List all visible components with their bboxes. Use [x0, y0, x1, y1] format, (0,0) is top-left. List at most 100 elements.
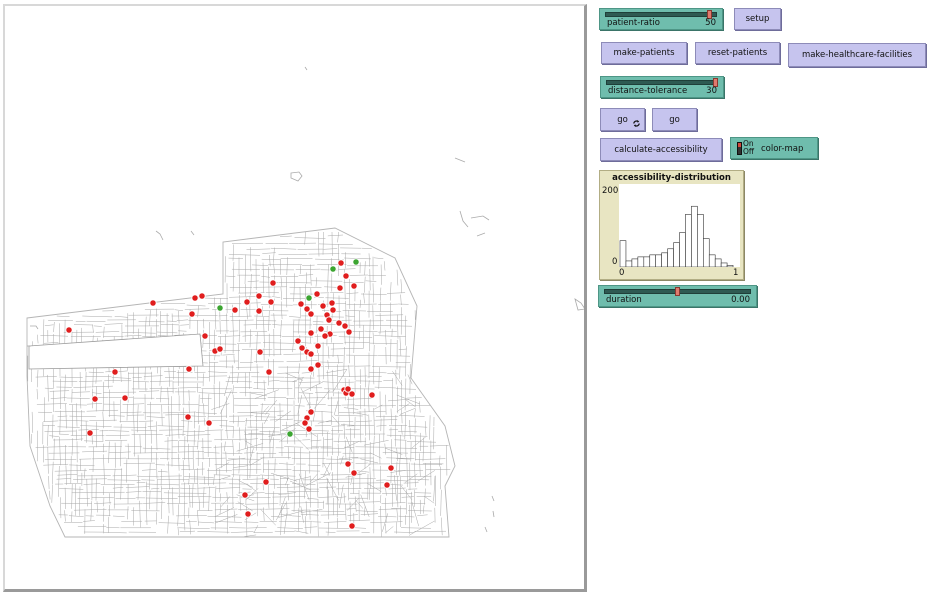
patient-agent	[231, 306, 239, 314]
switch-toggle[interactable]	[737, 142, 742, 155]
color-map-switch[interactable]: On Off color-map	[730, 137, 818, 159]
patient-agent	[344, 460, 352, 468]
patient-agent	[267, 298, 275, 306]
patient-agent	[111, 368, 119, 376]
patient-agent	[307, 329, 315, 337]
slider-thumb[interactable]	[706, 10, 712, 19]
slider-value: 50	[705, 18, 716, 28]
patient-agent	[314, 361, 322, 369]
make-healthcare-facilities-button[interactable]: make-healthcare-facilities	[788, 43, 926, 67]
patient-agent	[345, 328, 353, 336]
histogram-bar	[697, 214, 704, 267]
setup-button[interactable]: setup	[734, 8, 781, 30]
histogram-bar	[673, 242, 680, 267]
patient-agent	[256, 348, 264, 356]
slider-label: distance-tolerance	[608, 86, 688, 96]
histogram-bar	[714, 258, 722, 267]
patient-agent	[262, 478, 270, 486]
slider-label: patient-ratio	[607, 18, 660, 28]
healthcare-facility-agent	[216, 304, 224, 312]
slider-value: 30	[706, 86, 717, 96]
slider-thumb[interactable]	[713, 78, 719, 87]
patient-agent	[303, 305, 311, 313]
histogram-bar	[708, 254, 716, 267]
patient-agent	[335, 319, 343, 327]
agents-layer	[65, 258, 395, 530]
patient-agent	[294, 337, 302, 345]
histogram-bar	[625, 260, 633, 267]
slider-track[interactable]	[606, 80, 718, 85]
patient-agent	[307, 408, 315, 416]
distance-tolerance-slider[interactable]: distance-tolerance 30	[600, 76, 724, 98]
make-healthcare-facilities-label: make-healthcare-facilities	[801, 50, 913, 60]
patient-agent	[198, 292, 206, 300]
patient-agent	[255, 307, 263, 315]
reset-patients-button[interactable]: reset-patients	[695, 42, 780, 64]
patient-agent	[368, 391, 376, 399]
healthcare-facility-agent	[286, 430, 294, 438]
patient-agent	[301, 419, 309, 427]
patient-agent	[313, 290, 321, 298]
duration-slider[interactable]: duration 0.00	[598, 285, 757, 307]
patient-agent	[336, 284, 344, 292]
patient-agent	[350, 282, 358, 290]
patient-agent	[201, 332, 209, 340]
switch-label: color-map	[761, 144, 804, 154]
patient-agent	[297, 300, 305, 308]
histogram-bar	[661, 252, 668, 267]
histogram-bar	[667, 248, 674, 267]
go-forever-label: go	[617, 114, 628, 125]
patient-agent	[348, 390, 356, 398]
patient-agent	[329, 306, 337, 314]
histogram-bar	[679, 232, 686, 267]
x-max-tick: 1	[733, 268, 739, 278]
calculate-accessibility-button[interactable]: calculate-accessibility	[600, 138, 722, 161]
accessibility-distribution-plot: accessibility-distribution 200 0 0 1	[599, 170, 744, 280]
histogram-bar	[720, 262, 728, 267]
patient-agent	[216, 345, 224, 353]
patient-agent	[188, 310, 196, 318]
histogram-bar	[619, 240, 627, 267]
patient-agent	[387, 464, 395, 472]
patient-agent	[91, 395, 99, 403]
patient-agent	[341, 322, 349, 330]
patient-agent	[244, 510, 252, 518]
setup-button-label: setup	[745, 14, 770, 24]
slider-label: duration	[606, 295, 642, 305]
patient-agent	[321, 332, 329, 340]
map-fragments	[27, 66, 584, 533]
histogram-bar	[643, 256, 651, 267]
patient-ratio-slider[interactable]: patient-ratio 50	[599, 8, 723, 30]
patient-agent	[348, 522, 356, 530]
patient-agent	[265, 368, 273, 376]
histogram-area	[619, 184, 740, 267]
slider-track[interactable]	[605, 12, 717, 17]
patient-agent	[342, 272, 350, 280]
patient-agent	[328, 299, 336, 307]
make-patients-button[interactable]: make-patients	[601, 42, 687, 64]
histogram-bar	[637, 256, 645, 267]
switch-off-label: Off	[743, 147, 755, 156]
street-map	[26, 66, 584, 538]
slider-value: 0.00	[731, 295, 750, 305]
road-network	[26, 227, 456, 538]
y-min-tick: 0	[612, 257, 618, 267]
patient-agent	[205, 419, 213, 427]
histogram-bar	[685, 214, 692, 267]
patient-agent	[65, 326, 73, 334]
histogram-bar	[649, 254, 656, 267]
slider-thumb[interactable]	[675, 287, 680, 296]
patient-agent	[298, 344, 306, 352]
patient-agent	[269, 279, 277, 287]
patient-agent	[307, 350, 315, 358]
reset-patients-label: reset-patients	[707, 48, 768, 58]
patient-agent	[307, 365, 315, 373]
world-view[interactable]	[3, 4, 587, 592]
switch-knob	[738, 143, 741, 147]
go-forever-button[interactable]: go	[600, 108, 645, 131]
healthcare-facility-agent	[329, 265, 337, 273]
histogram-bar	[726, 265, 734, 267]
patient-agent	[185, 365, 193, 373]
go-once-button[interactable]: go	[652, 108, 697, 131]
patient-agent	[314, 342, 322, 350]
